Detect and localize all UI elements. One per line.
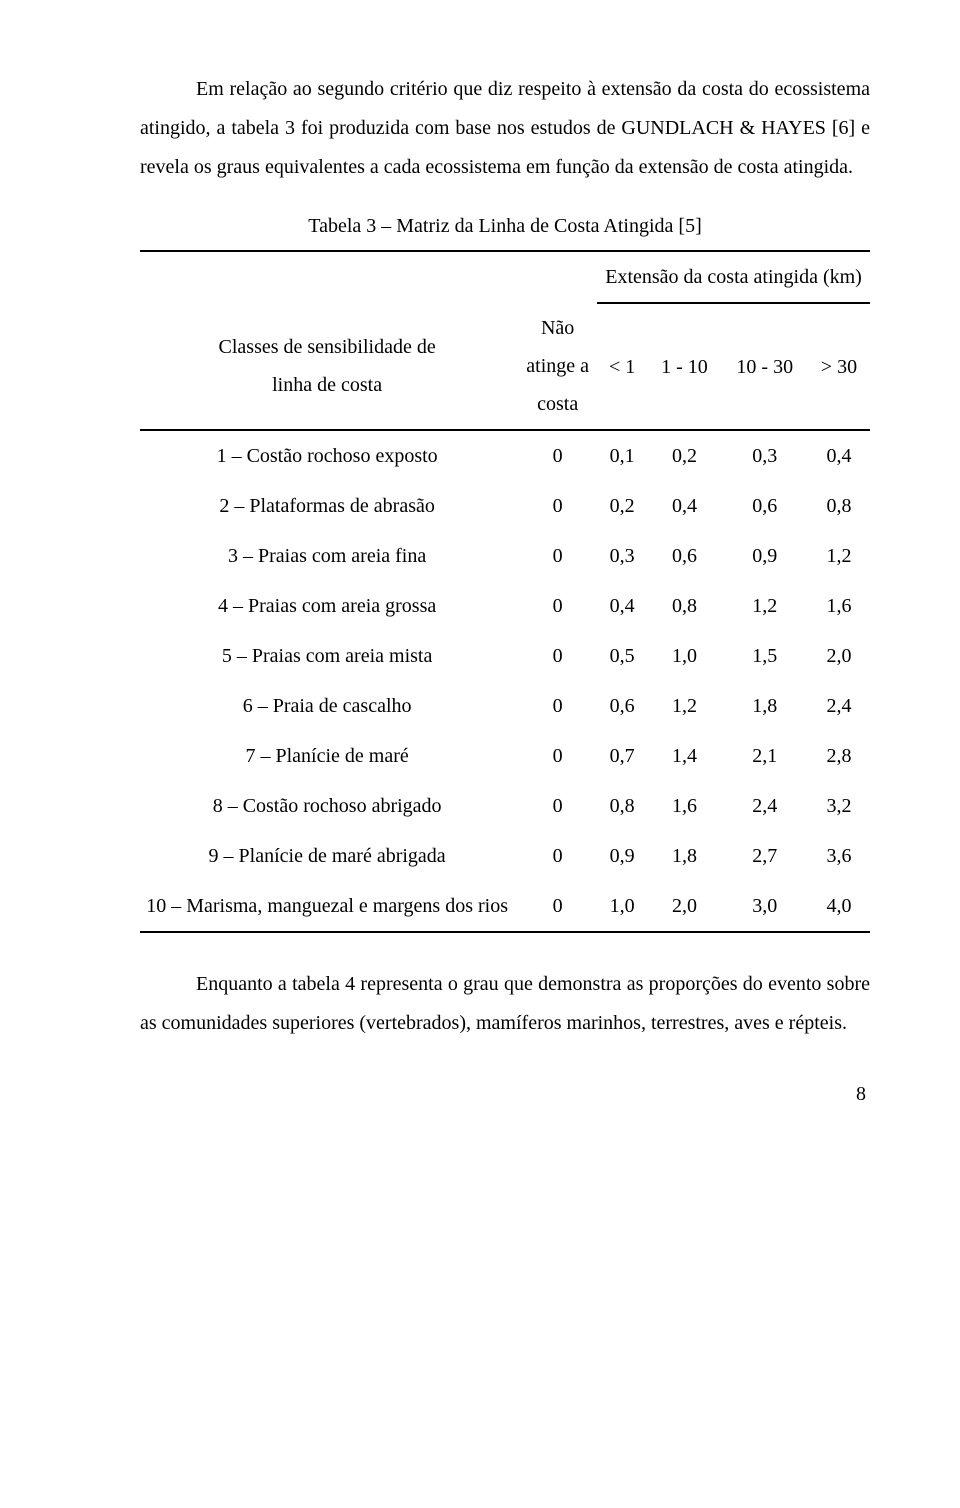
- table-caption: Tabela 3 – Matriz da Linha de Costa Atin…: [140, 215, 870, 238]
- cell-value: 0: [518, 531, 597, 581]
- row-label: 2 – Plataformas de abrasão: [140, 481, 518, 531]
- table-row: 8 – Costão rochoso abrigado00,81,62,43,2: [140, 781, 870, 831]
- cell-value: 3,6: [808, 831, 870, 881]
- page: Em relação ao segundo critério que diz r…: [0, 0, 960, 1166]
- cell-value: 0,9: [722, 531, 808, 581]
- table-row: 9 – Planície de maré abrigada00,91,82,73…: [140, 831, 870, 881]
- cell-value: 4,0: [808, 881, 870, 932]
- cell-value: 1,2: [808, 531, 870, 581]
- col-gt30: > 30: [808, 303, 870, 430]
- table-row: 5 – Praias com areia mista00,51,01,52,0: [140, 631, 870, 681]
- row-label: 3 – Praias com areia fina: [140, 531, 518, 581]
- cell-value: 1,8: [722, 681, 808, 731]
- row-label: 8 – Costão rochoso abrigado: [140, 781, 518, 831]
- table-row: 7 – Planície de maré00,71,42,12,8: [140, 731, 870, 781]
- cell-value: 1,0: [597, 881, 647, 932]
- row-label: 4 – Praias com areia grossa: [140, 581, 518, 631]
- row-label: 7 – Planície de maré: [140, 731, 518, 781]
- cell-value: 0: [518, 781, 597, 831]
- cell-value: 0,5: [597, 631, 647, 681]
- cell-value: 0,7: [597, 731, 647, 781]
- cell-value: 1,0: [647, 631, 721, 681]
- cell-value: 0,8: [597, 781, 647, 831]
- cell-value: 2,7: [722, 831, 808, 881]
- cell-value: 0,6: [647, 531, 721, 581]
- col-lt1: < 1: [597, 303, 647, 430]
- col-1-10: 1 - 10: [647, 303, 721, 430]
- cell-value: 0,2: [647, 430, 721, 481]
- cell-value: 2,4: [808, 681, 870, 731]
- cell-value: 3,2: [808, 781, 870, 831]
- table-row: 3 – Praias com areia fina00,30,60,91,2: [140, 531, 870, 581]
- cell-value: 2,8: [808, 731, 870, 781]
- cell-value: 2,4: [722, 781, 808, 831]
- cell-value: 0: [518, 581, 597, 631]
- cell-value: 1,6: [647, 781, 721, 831]
- row-header: Classes de sensibilidade de linha de cos…: [140, 303, 518, 430]
- table-row: 1 – Costão rochoso exposto00,10,20,30,4: [140, 430, 870, 481]
- cell-value: 1,6: [808, 581, 870, 631]
- row-label: 9 – Planície de maré abrigada: [140, 831, 518, 881]
- row-label: 10 – Marisma, manguezal e margens dos ri…: [140, 881, 518, 932]
- row-label: 6 – Praia de cascalho: [140, 681, 518, 731]
- cell-value: 1,5: [722, 631, 808, 681]
- cell-value: 1,8: [647, 831, 721, 881]
- cell-value: 2,1: [722, 731, 808, 781]
- cell-value: 0: [518, 681, 597, 731]
- table-row: 10 – Marisma, manguezal e margens dos ri…: [140, 881, 870, 932]
- cell-value: 2,0: [808, 631, 870, 681]
- row-label: 5 – Praias com areia mista: [140, 631, 518, 681]
- cell-value: 0: [518, 481, 597, 531]
- table-row: 4 – Praias com areia grossa00,40,81,21,6: [140, 581, 870, 631]
- cell-value: 0,4: [597, 581, 647, 631]
- cell-value: 0,6: [597, 681, 647, 731]
- header-blank: [140, 251, 518, 303]
- table-row: 2 – Plataformas de abrasão00,20,40,60,8: [140, 481, 870, 531]
- cell-value: 0: [518, 831, 597, 881]
- cell-value: 0,8: [808, 481, 870, 531]
- intro-paragraph: Em relação ao segundo critério que diz r…: [140, 70, 870, 187]
- header-extent: Extensão da costa atingida (km): [597, 251, 870, 303]
- cell-value: 0,3: [597, 531, 647, 581]
- row-header-bottom: linha de costa: [272, 374, 382, 396]
- cell-value: 0,2: [597, 481, 647, 531]
- cell-value: 0,6: [722, 481, 808, 531]
- col-10-30: 10 - 30: [722, 303, 808, 430]
- cell-value: 0,9: [597, 831, 647, 881]
- cell-value: 1,4: [647, 731, 721, 781]
- row-label: 1 – Costão rochoso exposto: [140, 430, 518, 481]
- cell-value: 0: [518, 881, 597, 932]
- table-body: 1 – Costão rochoso exposto00,10,20,30,42…: [140, 430, 870, 932]
- page-number: 8: [140, 1083, 870, 1106]
- cell-value: 0: [518, 731, 597, 781]
- cell-value: 0,4: [647, 481, 721, 531]
- cell-value: 3,0: [722, 881, 808, 932]
- cell-value: 0,1: [597, 430, 647, 481]
- cell-value: 1,2: [722, 581, 808, 631]
- coast-sensitivity-table: Extensão da costa atingida (km) Classes …: [140, 250, 870, 933]
- cell-value: 0,4: [808, 430, 870, 481]
- cell-value: 0: [518, 430, 597, 481]
- col-nao: Nãoatinge acosta: [518, 303, 597, 430]
- cell-value: 0,8: [647, 581, 721, 631]
- row-header-top: Classes de sensibilidade de: [219, 336, 436, 358]
- table-row: 6 – Praia de cascalho00,61,21,82,4: [140, 681, 870, 731]
- cell-value: 0: [518, 631, 597, 681]
- cell-value: 2,0: [647, 881, 721, 932]
- outro-paragraph: Enquanto a tabela 4 representa o grau qu…: [140, 965, 870, 1043]
- header-blank-nao: [518, 251, 597, 303]
- cell-value: 0,3: [722, 430, 808, 481]
- cell-value: 1,2: [647, 681, 721, 731]
